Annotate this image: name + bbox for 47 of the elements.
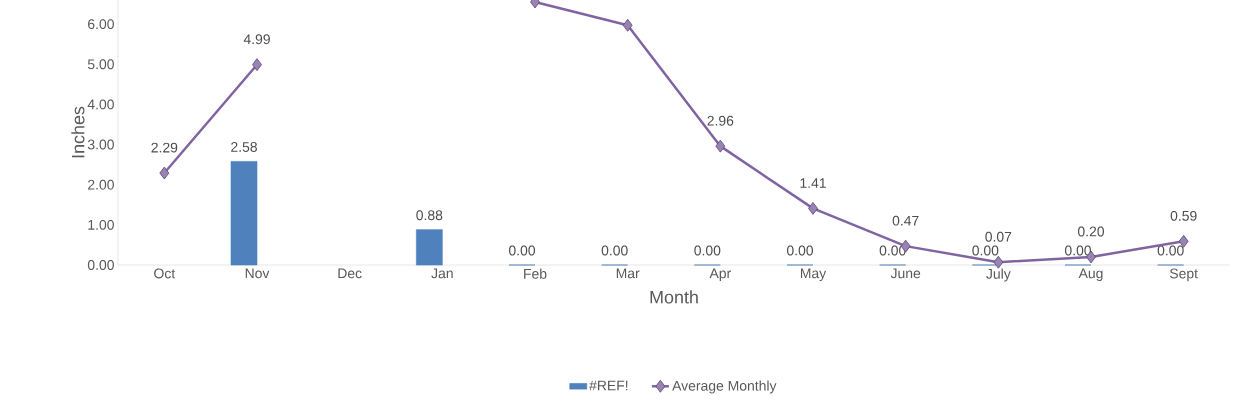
legend-label: #REF!: [589, 380, 628, 391]
data-label: 0.20: [1077, 226, 1105, 237]
legend-label: Average Monthly: [672, 380, 777, 394]
x-tick-label: Feb: [524, 268, 547, 279]
bar: [416, 229, 443, 266]
data-label: 0.00: [601, 245, 628, 256]
data-label: 1.41: [800, 178, 826, 188]
x-tick-label: July: [986, 268, 1011, 282]
data-label: 0.47: [892, 215, 919, 226]
point: [808, 201, 818, 215]
x-tick-label: Aug: [1078, 268, 1103, 282]
data-label: 2.29: [151, 142, 178, 153]
x-tick-label: June: [890, 268, 921, 279]
y-tick-label: 0.00: [87, 260, 114, 270]
x-tick-label: Nov: [245, 268, 270, 279]
y-tick-label: 3.00: [87, 139, 114, 150]
x-tick-label: Dec: [338, 268, 362, 279]
data-label: 0.00: [786, 245, 814, 256]
point: [622, 18, 633, 32]
x-tick-label: Jan: [431, 268, 453, 279]
x-tick-label: Apr: [709, 268, 731, 282]
y-tick-label: 1.00: [88, 219, 114, 230]
point: [715, 139, 726, 153]
point: [252, 58, 262, 72]
data-label: 0.00: [508, 245, 536, 256]
y-tick-label: 2.00: [88, 179, 114, 190]
data-label: 2.58: [231, 142, 257, 152]
data-label: 0.00: [1157, 245, 1184, 256]
data-label: 2.96: [707, 115, 734, 126]
x-tick-label: Oct: [154, 268, 176, 279]
y-axis-title: Inches: [71, 106, 85, 158]
x-tick-label: Mar: [616, 268, 640, 279]
x-tick-label: Sept: [1169, 268, 1198, 282]
data-label: 4.99: [243, 34, 270, 45]
y-tick-label: 4.00: [87, 99, 114, 110]
y-tick-label: 6.00: [88, 19, 114, 30]
data-label: 0.88: [416, 210, 443, 221]
y-tick-label: 5.00: [87, 59, 114, 70]
data-label: 0.00: [694, 245, 721, 256]
data-label: 0.07: [985, 231, 1012, 242]
data-label: 0.59: [1170, 210, 1197, 221]
point: [159, 166, 170, 180]
data-label: 0.00: [1064, 245, 1092, 256]
x-axis-title: Month: [650, 290, 698, 304]
data-label: 0.00: [972, 245, 999, 256]
x-tick-label: May: [800, 268, 827, 282]
bar: [230, 161, 258, 266]
